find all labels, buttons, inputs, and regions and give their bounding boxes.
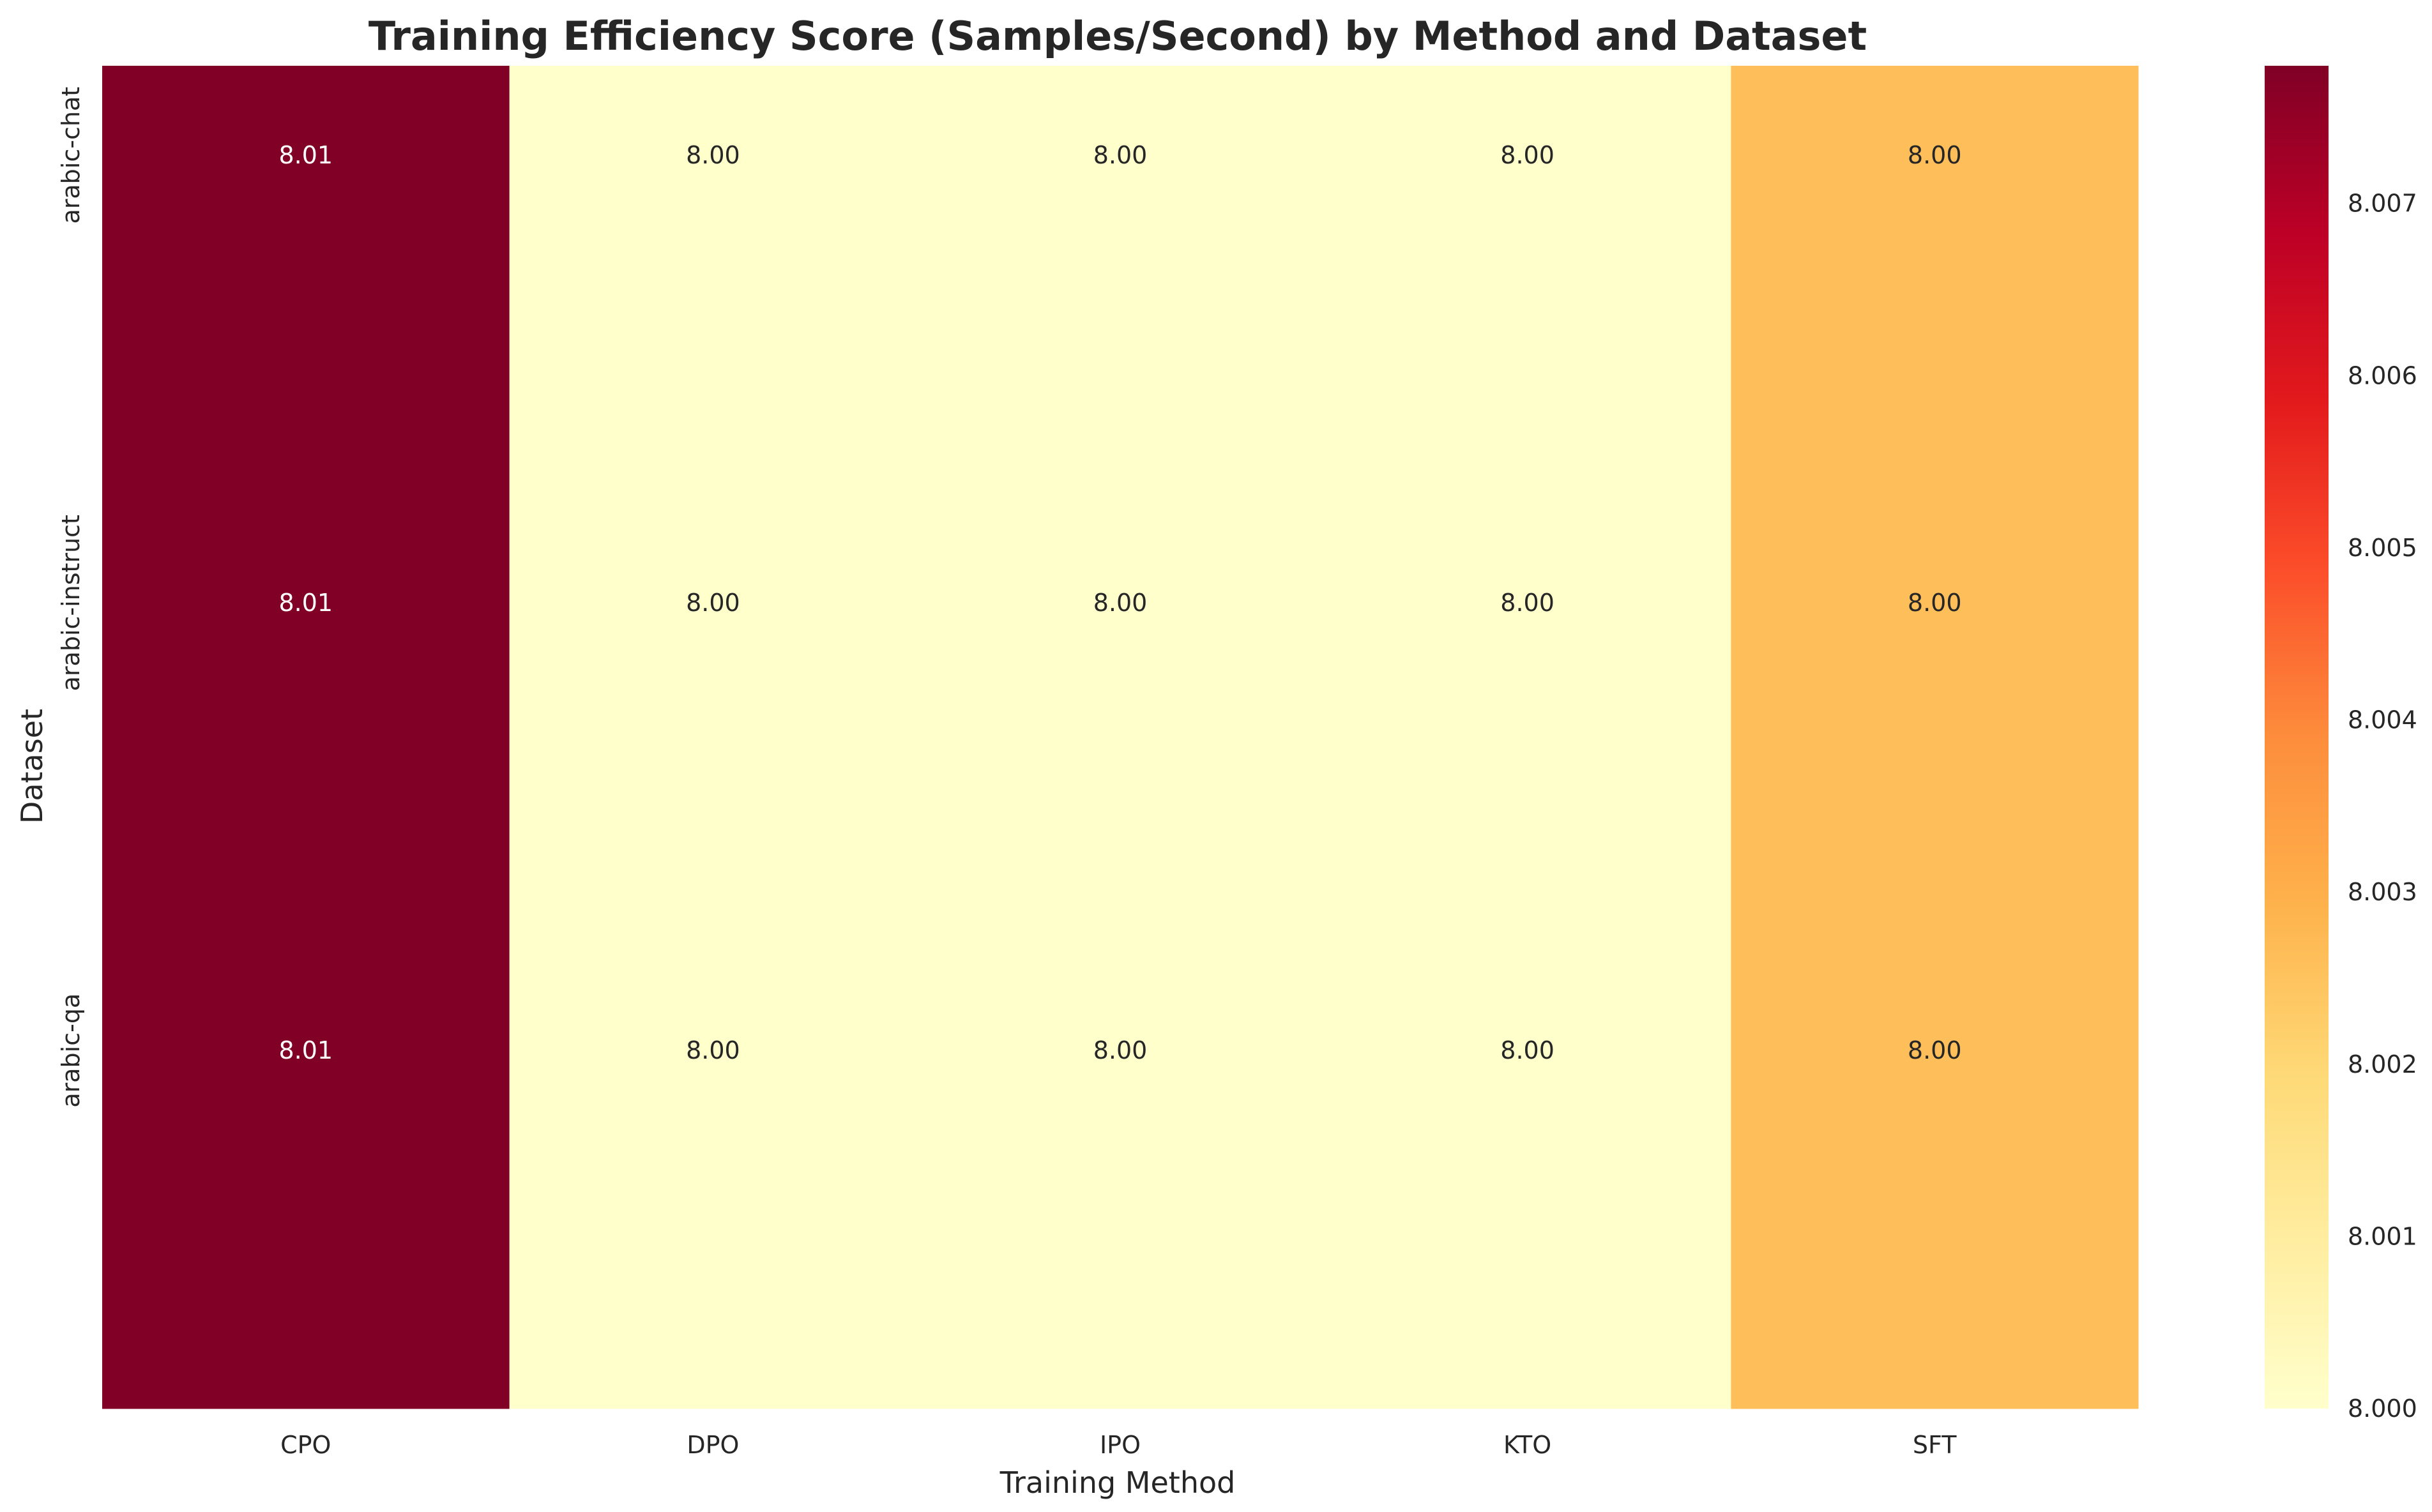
heatmap-cell	[1731, 961, 2139, 1409]
cell-value-label: 8.00	[1500, 141, 1554, 169]
y-tick-labels: arabic-chat arabic-instruct arabic-qa	[57, 87, 85, 1108]
colorbar-tick-labels: 8.000 8.001 8.002 8.003 8.004 8.005 8.006 8.007	[2348, 190, 2417, 1423]
y-tick-label: arabic-qa	[57, 994, 85, 1108]
cell-value-label: 8.01	[278, 1036, 333, 1064]
heatmap-cell	[1731, 66, 2139, 514]
cell-value-label: 8.00	[1908, 141, 1962, 169]
heatmap-cell	[1323, 961, 1731, 1409]
cell-value-label: 8.00	[686, 1036, 740, 1064]
cell-value-label: 8.00	[1093, 589, 1148, 617]
colorbar-tick-label: 8.001	[2348, 1222, 2417, 1250]
heatmap-cell	[1323, 513, 1731, 962]
y-axis-label: Dataset	[15, 709, 49, 824]
x-axis-label: Training Method	[999, 1465, 1236, 1500]
heatmap-cell	[916, 513, 1325, 962]
cell-value-label: 8.00	[1093, 141, 1148, 169]
y-tick-label: arabic-instruct	[57, 515, 85, 691]
y-tick-label: arabic-chat	[57, 87, 85, 224]
colorbar-tick-label: 8.007	[2348, 190, 2417, 218]
cell-value-label: 8.00	[1093, 1036, 1148, 1064]
heatmap-cell	[1731, 513, 2139, 962]
heatmap-cell	[916, 66, 1325, 514]
heatmap-cell	[509, 513, 917, 962]
colorbar-tick-label: 8.005	[2348, 534, 2417, 562]
heatmap-cell	[509, 66, 917, 514]
cell-value-label: 8.00	[686, 141, 740, 169]
heatmap-cell	[509, 961, 917, 1409]
x-tick-label: IPO	[1100, 1431, 1141, 1459]
x-tick-label: SFT	[1913, 1431, 1957, 1459]
colorbar-tick-label: 8.002	[2348, 1050, 2417, 1078]
colorbar-tick-label: 8.004	[2348, 706, 2417, 734]
x-tick-label: DPO	[687, 1431, 739, 1459]
cell-value-label: 8.01	[278, 589, 333, 617]
cell-value-label: 8.00	[1908, 589, 1962, 617]
cell-value-label: 8.00	[686, 589, 740, 617]
x-tick-label: KTO	[1503, 1431, 1551, 1459]
cell-value-label: 8.01	[278, 141, 333, 169]
heatmap-cells: 8.01 8.00 8.00 8.00 8.00 8.01 8.00 8.00 8.00 8.00…	[102, 66, 2139, 1409]
colorbar-tick-label: 8.000	[2348, 1395, 2417, 1423]
heatmap-cell	[102, 961, 510, 1409]
heatmap-cell	[916, 961, 1325, 1409]
x-tick-labels: CPO DPO IPO KTO SFT	[280, 1431, 1957, 1459]
heatmap-cell	[102, 66, 510, 514]
heatmap-cell	[102, 513, 510, 962]
colorbar-tick-label: 8.006	[2348, 361, 2417, 389]
heatmap-cell	[1323, 66, 1731, 514]
cell-value-label: 8.00	[1908, 1036, 1962, 1064]
cell-value-label: 8.00	[1500, 1036, 1554, 1064]
chart-title: Training Efficiency Score (Samples/Secon…	[369, 13, 1867, 59]
colorbar-tick-label: 8.003	[2348, 878, 2417, 906]
x-tick-label: CPO	[280, 1431, 331, 1459]
colorbar	[2265, 66, 2329, 1409]
cell-value-label: 8.00	[1500, 589, 1554, 617]
